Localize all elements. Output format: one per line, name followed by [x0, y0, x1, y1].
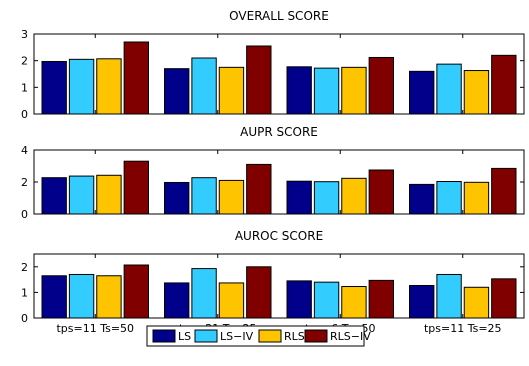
chart-title: AUROC SCORE	[235, 229, 323, 243]
bar-rls-3	[341, 177, 367, 215]
y-tick-label: 1	[21, 81, 28, 94]
bar-lsiv-1	[68, 58, 95, 115]
legend: LS LS−IV RLS RLS−IV	[146, 325, 371, 347]
bar-ls-4	[409, 70, 435, 115]
legend-label: LS	[178, 330, 191, 343]
bar-rls-3	[341, 286, 367, 319]
bar-ls-1	[41, 275, 67, 319]
y-tick-label: 0	[21, 108, 28, 121]
x-tick-label: tps=11 Ts=50	[56, 322, 134, 335]
bar-ls-3	[286, 66, 312, 115]
bar-rlsiv-4	[491, 167, 517, 215]
bar-rls-1	[96, 58, 122, 115]
bar-lsiv-1	[68, 175, 95, 215]
legend-swatch	[258, 329, 282, 343]
y-tick-label: 1	[21, 286, 28, 299]
bar-rls-4	[463, 181, 490, 215]
chart-title: AUPR SCORE	[240, 125, 318, 139]
bar-lsiv-4	[436, 63, 462, 115]
bar-lsiv-1	[68, 273, 95, 319]
bar-rlsiv-2	[246, 266, 272, 319]
y-tick-label: 2	[21, 176, 28, 189]
y-tick-label: 2	[21, 261, 28, 274]
bar-ls-1	[41, 60, 67, 115]
y-tick-label: 4	[21, 144, 28, 157]
bar-rlsiv-4	[491, 54, 517, 115]
bar-ls-3	[286, 180, 312, 215]
bar-ls-1	[41, 177, 67, 215]
bar-rlsiv-1	[123, 264, 149, 319]
bar-rlsiv-3	[368, 169, 394, 215]
axes-frame	[33, 253, 525, 319]
bar-lsiv-3	[313, 67, 340, 115]
bar-lsiv-3	[313, 181, 340, 215]
axes-frame	[33, 33, 525, 115]
bar-ls-2	[164, 68, 190, 115]
bar-rls-2	[218, 282, 245, 319]
bar-lsiv-2	[191, 268, 217, 319]
bar-lsiv-2	[191, 177, 217, 215]
y-tick-label: 2	[21, 55, 28, 68]
legend-label: LS−IV	[220, 330, 254, 343]
bar-rls-3	[341, 66, 367, 115]
bar-rlsiv-1	[123, 41, 149, 115]
chart-panel-2: AUPR SCORE 0 2 4	[21, 125, 525, 221]
bar-rlsiv-4	[491, 278, 517, 319]
legend-swatch	[304, 329, 328, 343]
bar-lsiv-3	[313, 281, 340, 319]
chart-panel-1: OVERALL SCORE 0 1 2 3	[21, 9, 525, 121]
bar-ls-2	[164, 282, 190, 319]
y-tick-label: 0	[21, 208, 28, 221]
bar-rls-2	[218, 179, 245, 215]
legend-label: RLS	[284, 330, 305, 343]
bar-ls-4	[409, 183, 435, 215]
bar-rls-4	[463, 286, 490, 319]
bar-ls-2	[164, 181, 190, 215]
bar-rls-1	[96, 275, 122, 319]
bar-rlsiv-3	[368, 56, 394, 115]
bar-rlsiv-2	[246, 163, 272, 215]
bar-ls-3	[286, 280, 312, 319]
y-tick-label: 0	[21, 312, 28, 325]
x-tick-label: tps=11 Ts=25	[424, 322, 502, 335]
legend-swatch	[194, 329, 218, 343]
bar-rlsiv-1	[123, 160, 149, 215]
legend-label: RLS−IV	[330, 330, 371, 343]
bar-rlsiv-3	[368, 279, 394, 319]
bar-rlsiv-2	[246, 45, 272, 115]
bar-rls-4	[463, 70, 490, 115]
bar-lsiv-4	[436, 181, 462, 215]
chart-title: OVERALL SCORE	[229, 9, 329, 23]
bar-ls-4	[409, 284, 435, 319]
bar-lsiv-4	[436, 273, 462, 319]
legend-swatch	[152, 329, 176, 343]
y-tick-label: 3	[21, 28, 28, 41]
bar-rls-2	[218, 66, 245, 115]
bar-rls-1	[96, 174, 122, 215]
bar-lsiv-2	[191, 57, 217, 115]
